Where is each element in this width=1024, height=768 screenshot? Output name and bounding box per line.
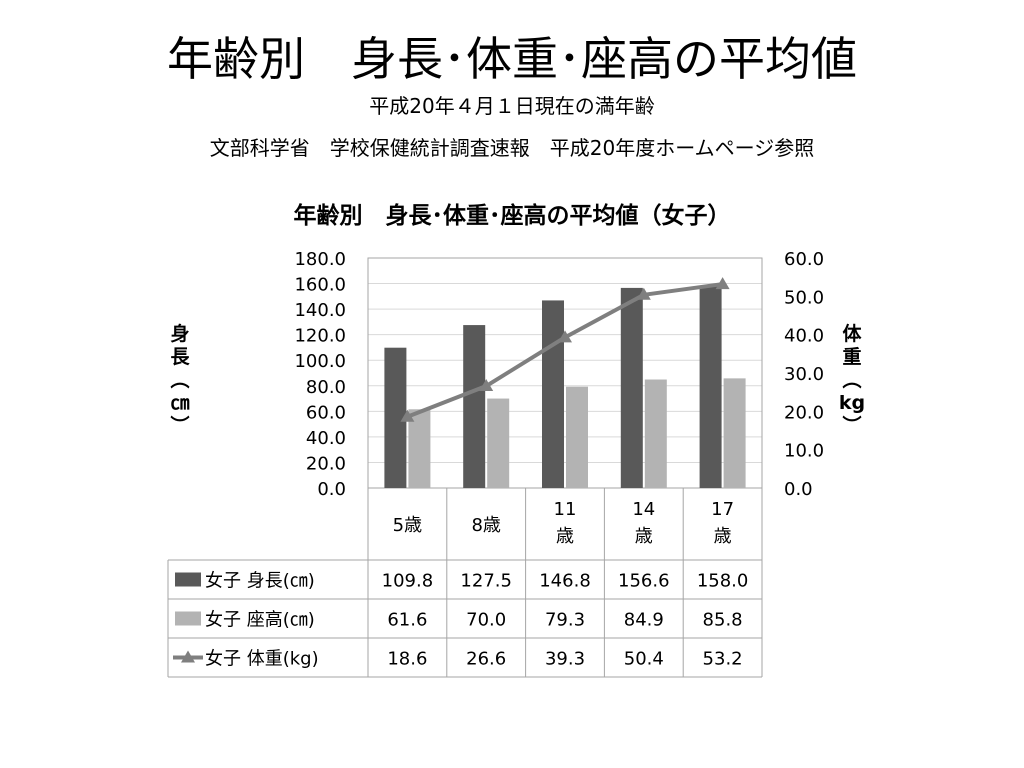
left-tick-label: 160.0: [294, 275, 346, 296]
legend-label: 女子 体重(kg): [205, 649, 319, 670]
weight-point-marker: [715, 277, 730, 290]
left-tick-label: 60.0: [306, 402, 346, 423]
right-axis-label-char: ︵: [842, 369, 861, 391]
left-tick-label: 140.0: [294, 300, 346, 321]
left-axis-label-char: ︵: [170, 369, 189, 391]
right-axis-ticks: 0.0 10.0 20.0 30.0 40.0 50.0 60.0: [784, 249, 824, 500]
data-value: 146.8: [539, 571, 591, 592]
data-value: 50.4: [624, 649, 664, 670]
weight-line: [400, 277, 730, 422]
category-label: 17: [711, 499, 734, 520]
right-axis-label-char: 重: [842, 346, 861, 368]
right-tick-label: 40.0: [784, 326, 824, 347]
grid-lines: [367, 257, 763, 489]
data-value: 70.0: [466, 610, 506, 631]
height-bar: [699, 286, 722, 488]
height-bar: [620, 287, 643, 488]
right-axis-label-char: 体: [842, 322, 862, 345]
weight-point-marker: [636, 287, 651, 300]
right-tick-label: 50.0: [784, 287, 824, 308]
right-tick-label: 10.0: [784, 441, 824, 462]
data-value: 109.8: [382, 571, 434, 592]
legend-key: [175, 572, 201, 587]
right-tick-label: 60.0: [784, 249, 824, 270]
sitting-height-bar: [566, 386, 588, 488]
height-bar: [384, 347, 407, 488]
data-value: 39.3: [545, 649, 585, 670]
data-table: 5歳 8歳 11 歳 14 歳 17 歳女子 身長(㎝) 109.8 127.5 146.8 156.…: [167, 488, 763, 678]
weight-point-marker: [400, 409, 415, 422]
left-axis-label-char: ︶: [170, 414, 189, 437]
data-value: 26.6: [466, 649, 506, 670]
left-tick-label: 40.0: [306, 428, 346, 449]
category-label: 14: [632, 499, 655, 520]
left-tick-label: 180.0: [294, 249, 346, 270]
left-tick-label: 20.0: [306, 453, 346, 474]
height-bar: [542, 300, 564, 488]
right-tick-label: 30.0: [784, 364, 824, 385]
weight-point-marker: [479, 379, 494, 392]
category-label: 5歳: [393, 515, 422, 536]
left-axis-ticks: 0.0 20.0 40.0 60.0 80.0 100.0 120.0 140.0 160.0 1…: [294, 249, 346, 500]
right-axis-label-char: kg: [839, 392, 865, 414]
slide-title: 年齢別 身長･体重･座高の平均値: [167, 32, 857, 86]
data-value: 84.9: [624, 610, 664, 631]
sitting-height-bar: [408, 409, 431, 488]
data-value: 61.6: [387, 610, 427, 631]
data-value: 127.5: [460, 571, 512, 592]
right-tick-label: 20.0: [784, 402, 824, 423]
plot-area-border: [367, 257, 763, 489]
data-value: 53.2: [703, 649, 743, 670]
legend-label: 女子 座高(㎝): [205, 610, 315, 631]
data-value: 85.8: [703, 610, 743, 631]
left-axis-label-char: ㎝: [170, 392, 189, 414]
left-tick-label: 100.0: [294, 351, 346, 372]
data-value: 156.6: [618, 571, 670, 592]
weight-line-path: [406, 282, 723, 419]
slide-subtitle-source: 文部科学省 学校保健統計調査速報 平成20年度ホームページ参照: [209, 136, 815, 160]
left-axis-label-char: 長: [170, 346, 190, 368]
category-label: 11: [554, 499, 577, 520]
legend-label: 女子 身長(㎝): [205, 571, 315, 592]
chart-title: 年齢別 身長･体重･座高の平均値（女子）: [294, 202, 731, 229]
left-axis-label-char: 身: [170, 322, 189, 345]
left-tick-label: 80.0: [306, 377, 346, 398]
axis-labels: 身長︵㎝︶体重︵kg︶: [170, 322, 865, 437]
right-tick-label: 0.0: [784, 479, 813, 500]
sitting-height-bar: [723, 378, 746, 488]
data-value: 158.0: [697, 571, 749, 592]
sitting-height-bar: [644, 379, 667, 488]
category-label: 歳: [556, 526, 574, 547]
category-label: 歳: [635, 526, 653, 547]
height-bar: [463, 325, 486, 488]
right-axis-label-char: ︶: [842, 414, 861, 437]
weight-point-marker: [558, 330, 572, 343]
legend-key: [175, 611, 201, 626]
legend-key-marker: [181, 650, 195, 663]
sitting-height-bar: [487, 398, 510, 488]
category-label: 歳: [714, 526, 732, 547]
bars: [384, 286, 746, 488]
slide-subtitle-date: 平成20年４月１日現在の満年齢: [369, 94, 655, 118]
left-tick-label: 0.0: [317, 479, 346, 500]
data-value: 79.3: [545, 610, 585, 631]
data-value: 18.6: [387, 649, 427, 670]
left-tick-label: 120.0: [294, 326, 346, 347]
category-label: 8歳: [471, 515, 500, 536]
